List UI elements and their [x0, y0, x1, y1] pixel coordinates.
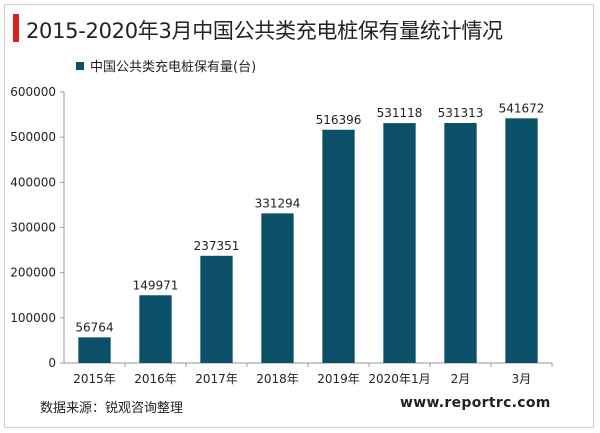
x-tick-label: 2020年1月 [368, 372, 430, 386]
bar [444, 123, 477, 364]
y-tick-label: 500000 [10, 130, 56, 144]
bar [78, 337, 111, 363]
y-tick-label: 100000 [10, 311, 56, 325]
bar [383, 123, 416, 364]
x-tick-label: 2016年 [134, 372, 177, 386]
data-label: 149971 [133, 278, 179, 292]
x-tick-label: 2017年 [195, 372, 238, 386]
data-label: 531313 [438, 106, 484, 120]
x-tick-label: 2015年 [73, 372, 116, 386]
x-tick-label: 2018年 [256, 372, 299, 386]
bar [139, 295, 172, 363]
bar [505, 118, 538, 363]
bar [261, 213, 294, 363]
y-tick-label: 0 [48, 356, 56, 370]
x-tick-label: 2月 [451, 372, 471, 386]
bar [200, 255, 233, 363]
data-label: 56764 [75, 320, 113, 334]
data-label: 531118 [377, 106, 423, 120]
legend: 中国公共类充电桩保有量(台) [76, 56, 256, 75]
y-tick-label: 200000 [10, 266, 56, 280]
page-title: 2015-2020年3月中国公共类充电桩保有量统计情况 [26, 19, 503, 43]
title-accent-bar [13, 14, 19, 42]
bar [322, 129, 355, 363]
legend-swatch [76, 61, 84, 70]
data-label: 331294 [255, 196, 301, 210]
x-tick-label: 3月 [512, 372, 532, 386]
x-tick-label: 2019年 [317, 372, 360, 386]
y-tick-label: 300000 [10, 221, 56, 235]
data-label: 541672 [499, 101, 545, 115]
source-note: 数据来源：锐观咨询整理 [40, 401, 184, 416]
data-label: 237351 [194, 239, 240, 253]
site-url[interactable]: www.reportrc.com [400, 395, 551, 411]
data-label: 516396 [316, 113, 362, 127]
legend-label: 中国公共类充电桩保有量(台) [90, 60, 257, 75]
y-tick-label: 600000 [10, 85, 56, 99]
y-tick-label: 400000 [10, 175, 56, 189]
